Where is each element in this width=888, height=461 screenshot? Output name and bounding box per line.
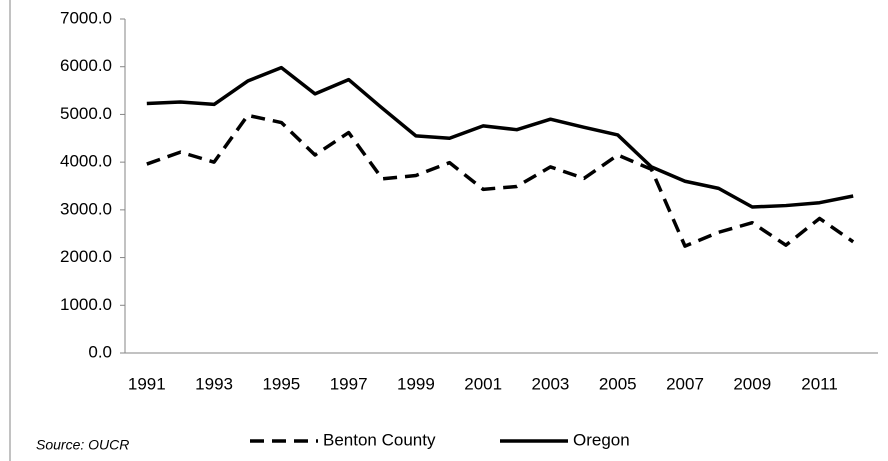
y-tick-label: 5000.0	[60, 104, 112, 123]
y-tick-label: 6000.0	[60, 56, 112, 75]
x-tick-label: 2003	[532, 374, 570, 393]
legend-label: Benton County	[323, 430, 436, 449]
y-tick-label: 1000.0	[60, 295, 112, 314]
source-note: Source: OUCR	[36, 437, 129, 453]
x-tick-label: 1997	[330, 374, 368, 393]
y-tick-label: 4000.0	[60, 152, 112, 171]
y-tick-label: 0.0	[88, 342, 112, 361]
x-tick-label: 1991	[128, 374, 166, 393]
y-tick-label: 3000.0	[60, 199, 112, 218]
x-tick-label: 2001	[464, 374, 502, 393]
data-line	[146, 113, 855, 248]
data-line	[146, 65, 854, 209]
legend-label: Oregon	[573, 430, 630, 449]
x-tick-label: 2011	[801, 374, 838, 393]
y-tick-label: 2000.0	[60, 247, 112, 266]
y-tick-label: 7000.0	[60, 8, 112, 27]
x-tick-label: 2009	[733, 374, 771, 393]
x-tick-label: 1995	[262, 374, 300, 393]
x-tick-label: 1999	[397, 374, 435, 393]
x-tick-label: 1993	[195, 374, 233, 393]
x-tick-label: 2007	[666, 374, 704, 393]
x-tick-label: 2005	[599, 374, 637, 393]
